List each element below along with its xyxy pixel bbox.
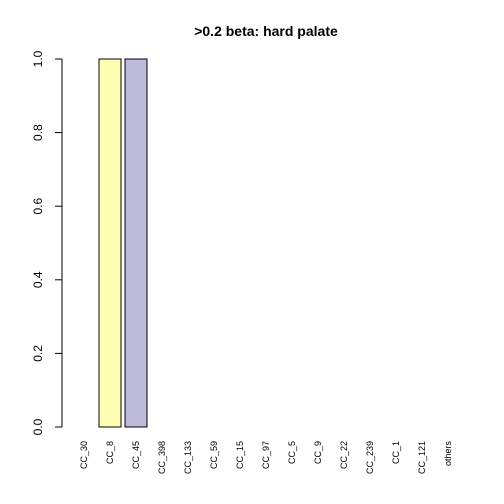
- chart-title: >0.2 beta: hard palate: [194, 23, 338, 39]
- x-tick-label: CC_398: [157, 441, 167, 474]
- x-tick-label: CC_22: [339, 441, 349, 469]
- bars: [98, 58, 148, 428]
- bar-cc-45: [124, 58, 148, 428]
- y-tick-label: 0.0: [31, 418, 45, 435]
- x-tick-label: CC_239: [365, 441, 375, 474]
- y-tick-label: 0.2: [31, 345, 45, 362]
- x-tick-labels: CC_30 CC_8 CC_45 CC_398 CC_133 CC_59 CC_15 CC_9…: [79, 441, 453, 475]
- x-tick-label: CC_8: [105, 441, 115, 464]
- x-tick-label: CC_97: [261, 441, 271, 469]
- bar-cc-8: [98, 58, 122, 428]
- y-tick-label: 1.0: [31, 50, 45, 67]
- x-tick-label: others: [443, 441, 453, 467]
- x-tick-label: CC_59: [209, 441, 219, 469]
- y-tick-label: 0.6: [31, 198, 45, 215]
- x-tick-label: CC_45: [131, 441, 141, 469]
- x-tick-label: CC_1: [391, 441, 401, 464]
- y-tick-label: 0.8: [31, 124, 45, 141]
- x-tick-label: CC_15: [235, 441, 245, 469]
- x-tick-label: CC_133: [183, 441, 193, 474]
- x-tick-label: CC_30: [79, 441, 89, 469]
- x-tick-label: CC_9: [313, 441, 323, 464]
- y-axis: 0.0 0.2 0.4 0.6 0.8 1.0: [31, 50, 63, 435]
- y-tick-label: 0.4: [31, 271, 45, 288]
- x-tick-label: CC_121: [417, 441, 427, 474]
- x-tick-label: CC_5: [287, 441, 297, 464]
